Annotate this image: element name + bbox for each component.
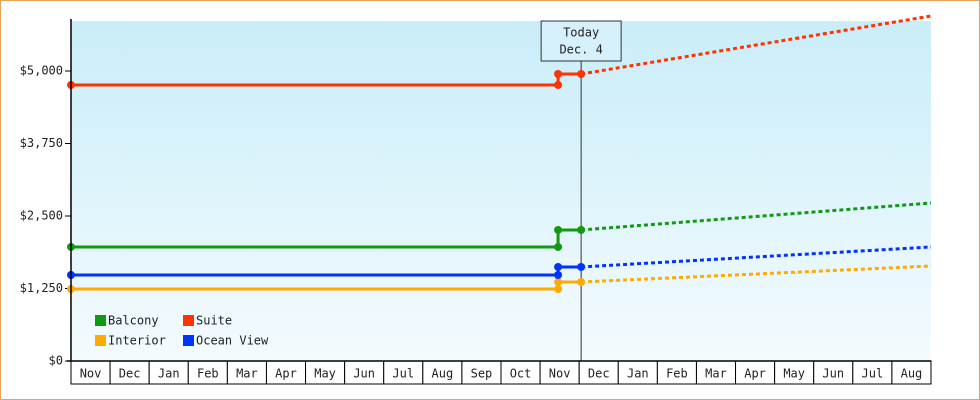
point (554, 270, 563, 279)
x-tick-label: Jan (627, 367, 649, 381)
point (554, 262, 563, 271)
legend-label: Ocean View (196, 334, 269, 348)
x-tick-label: Mar (705, 367, 727, 381)
today-box (540, 20, 622, 62)
legend-swatch (183, 315, 194, 326)
point (554, 70, 563, 79)
point (554, 278, 563, 287)
legend-label: Interior (108, 334, 166, 348)
y-tick-label: $3,750 (20, 136, 63, 150)
series-line (71, 265, 582, 277)
point (554, 225, 563, 234)
y-tick-label: $1,250 (20, 281, 63, 295)
x-tick-label: Feb (197, 367, 219, 381)
x-tick-label: Aug (901, 367, 923, 381)
x-tick-label: May (783, 367, 805, 381)
forecast-line (580, 14, 932, 76)
x-tick-label: Apr (275, 367, 297, 381)
point (577, 278, 586, 287)
x-tick-label: Jun (822, 367, 844, 381)
x-tick-label: Feb (666, 367, 688, 381)
x-tick-label: Nov (80, 367, 102, 381)
x-tick-label: Jul (862, 367, 884, 381)
legend-label: Suite (196, 314, 232, 328)
y-tick-label: $5,000 (20, 63, 63, 77)
x-tick-label: Nov (549, 367, 571, 381)
legend-label: Balcony (108, 314, 159, 328)
forecast-line (581, 245, 932, 269)
y-tick-label: $2,500 (20, 208, 63, 222)
point (554, 285, 563, 294)
legend-swatch (95, 315, 106, 326)
point (554, 80, 563, 89)
x-tick-label: Jul (392, 367, 414, 381)
forecast-line (581, 201, 932, 232)
point (577, 225, 586, 234)
series-line (71, 228, 582, 249)
point (554, 242, 563, 251)
x-tick-label: Dec (588, 367, 610, 381)
x-tick-label: Sep (471, 367, 493, 381)
x-tick-label: Jan (158, 367, 180, 381)
y-tick-label: $0 (49, 354, 63, 368)
point (577, 262, 586, 271)
x-tick-label: Aug (432, 367, 454, 381)
x-tick-label: Jun (353, 367, 375, 381)
point (577, 70, 586, 79)
today-label: Today (563, 26, 599, 40)
forecast-line (581, 264, 932, 284)
x-tick-label: May (314, 367, 336, 381)
today-date: Dec. 4 (559, 43, 602, 57)
x-tick-label: Mar (236, 367, 258, 381)
x-tick-label: Dec (119, 367, 141, 381)
x-tick-label: Apr (744, 367, 766, 381)
x-tick-label: Oct (510, 367, 532, 381)
plot-area (71, 21, 931, 361)
legend-swatch (183, 335, 194, 346)
legend-swatch (95, 335, 106, 346)
series-line (71, 72, 582, 87)
